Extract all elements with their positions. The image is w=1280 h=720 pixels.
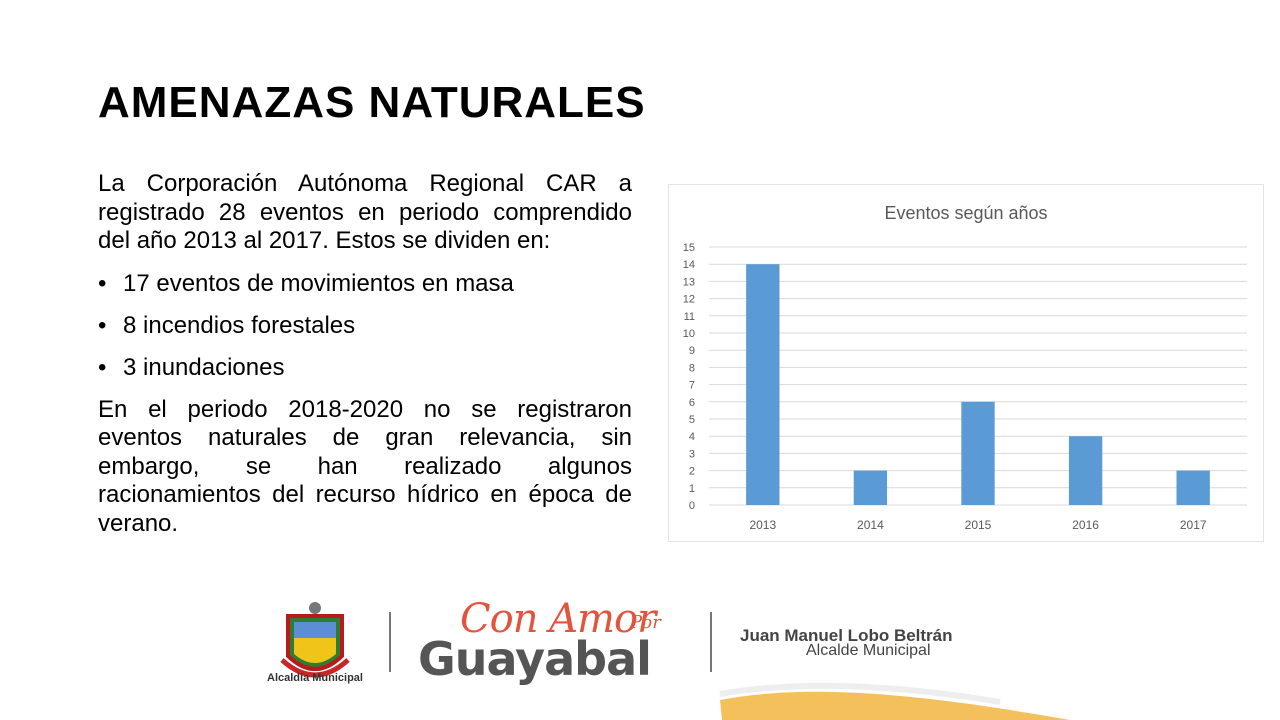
intro-paragraph: La Corporación Autónoma Regional CAR a r… bbox=[98, 170, 632, 254]
slide-body: La Corporación Autónoma Regional CAR a r… bbox=[98, 170, 632, 538]
bar-2017 bbox=[1176, 470, 1210, 505]
crest-label: Alcaldía Municipal bbox=[267, 672, 363, 684]
list-item: • 3 inundaciones bbox=[98, 354, 632, 382]
y-tick-label: 12 bbox=[683, 294, 695, 306]
x-tick-label: 2016 bbox=[1072, 518, 1099, 532]
bullet-icon: • bbox=[98, 269, 107, 297]
y-tick-label: 9 bbox=[689, 345, 695, 357]
slogan-con-amor: Con Amor bbox=[460, 596, 656, 642]
y-tick-label: 15 bbox=[683, 242, 695, 254]
x-tick-label: 2015 bbox=[965, 518, 992, 532]
y-tick-label: 14 bbox=[683, 259, 695, 271]
x-tick-label: 2014 bbox=[857, 518, 884, 532]
y-tick-label: 11 bbox=[684, 311, 695, 323]
y-tick-label: 3 bbox=[689, 448, 695, 460]
y-tick-label: 2 bbox=[689, 466, 695, 478]
slogan-por: Por bbox=[630, 612, 661, 633]
slogan-guayabal: Guayabal bbox=[418, 632, 652, 686]
bar-2013 bbox=[746, 264, 780, 505]
y-tick-label: 0 bbox=[689, 500, 695, 512]
y-tick-label: 8 bbox=[689, 362, 695, 374]
bar-2014 bbox=[853, 470, 888, 505]
bar-2015 bbox=[961, 401, 995, 505]
y-tick-label: 1 bbox=[689, 483, 695, 495]
list-item: • 17 eventos de movimientos en masa bbox=[98, 270, 632, 298]
events-chart: Eventos según años 0 1 2 3 4 5 6 7 8 9 10 11 12 13 14 1… bbox=[668, 184, 1264, 542]
bar-2016 bbox=[1068, 436, 1103, 505]
divider bbox=[710, 612, 712, 672]
list-item-text: 17 eventos de movimientos en masa bbox=[123, 269, 514, 297]
chart-title: Eventos según años bbox=[884, 203, 1047, 223]
list-item-text: 8 incendios forestales bbox=[123, 311, 356, 339]
mayor-name: Juan Manuel Lobo Beltrán bbox=[740, 626, 953, 645]
footer-branding: Alcaldía Municipal Con Amor Por Guayabal… bbox=[0, 590, 1280, 720]
list-item-text: 3 inundaciones bbox=[123, 353, 285, 381]
y-tick-label: 7 bbox=[689, 380, 695, 392]
municipal-crest-icon bbox=[280, 602, 350, 678]
list-item: • 8 incendios forestales bbox=[98, 312, 632, 340]
slide-title: AMENAZAS NATURALES bbox=[98, 78, 646, 127]
x-tick-label: 2017 bbox=[1180, 518, 1207, 532]
y-tick-label: 13 bbox=[683, 276, 695, 288]
y-tick-label: 5 bbox=[689, 414, 695, 426]
y-tick-label: 6 bbox=[689, 397, 695, 409]
x-tick-label: 2013 bbox=[749, 518, 776, 532]
swoosh-decoration bbox=[719, 682, 1070, 720]
event-list: • 17 eventos de movimientos en masa • 8 in… bbox=[98, 270, 632, 382]
y-tick-label: 4 bbox=[689, 431, 695, 443]
bullet-icon: • bbox=[98, 353, 107, 381]
mayor-role: Alcalde Municipal bbox=[806, 642, 931, 659]
y-tick-label: 10 bbox=[683, 328, 695, 340]
divider bbox=[389, 612, 391, 672]
closing-paragraph: En el periodo 2018-2020 no se registraro… bbox=[98, 395, 632, 537]
chart-canvas: Eventos según años 012345678910111213141… bbox=[683, 203, 1247, 532]
bullet-icon: • bbox=[98, 311, 107, 339]
